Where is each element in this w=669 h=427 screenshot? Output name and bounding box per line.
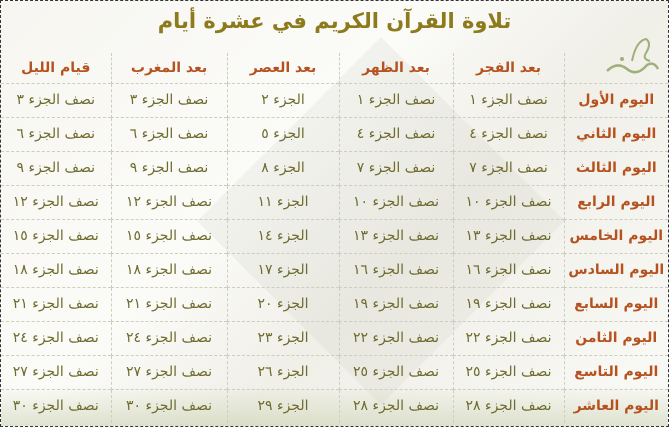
- schedule-cell: الجزء ٨: [226, 150, 340, 186]
- table-row: اليوم الثاني نصف الجزء ٤ نصف الجزء ٤ الجزء …: [1, 116, 668, 152]
- day-label: اليوم السادس: [563, 252, 668, 288]
- schedule-cell: نصف الجزء ٢٢: [338, 320, 454, 356]
- schedule-cell: الجزء ٢٣: [226, 320, 340, 356]
- column-header: قيام الليل: [1, 53, 112, 84]
- schedule-cell: نصف الجزء ٢١: [1, 286, 112, 322]
- schedule-cell: نصف الجزء ٢٤: [1, 320, 112, 356]
- day-label: اليوم الثالث: [563, 150, 668, 186]
- day-label: اليوم الثاني: [563, 116, 668, 152]
- reading-schedule-table: بعد الفجر بعد الظهر بعد العصر بعد المغرب…: [1, 53, 668, 423]
- schedule-cell: نصف الجزء ١٥: [1, 218, 112, 254]
- table-row: اليوم السادس نصف الجزء ١٦ نصف الجزء ١٦ الجز…: [1, 252, 668, 288]
- day-label: اليوم الأول: [563, 82, 668, 118]
- schedule-cell: نصف الجزء ٢٥: [452, 354, 565, 390]
- table-row: اليوم التاسع نصف الجزء ٢٥ نصف الجزء ٢٥ الجز…: [1, 354, 668, 390]
- schedule-cell: نصف الجزء ٢٥: [338, 354, 454, 390]
- schedule-cell: نصف الجزء ١٨: [110, 252, 228, 288]
- schedule-cell: الجزء ٢٦: [226, 354, 340, 390]
- table-row: اليوم الأول نصف الجزء ١ نصف الجزء ١ الجزء ٢…: [1, 82, 668, 118]
- schedule-cell: نصف الجزء ٤: [338, 116, 454, 152]
- schedule-cell: نصف الجزء ٢٧: [110, 354, 228, 390]
- schedule-cell: نصف الجزء ٢٢: [452, 320, 565, 356]
- schedule-cell: نصف الجزء ١٣: [452, 218, 565, 254]
- schedule-cell: نصف الجزء ١٣: [338, 218, 454, 254]
- schedule-cell: نصف الجزء ٢٤: [110, 320, 228, 356]
- table-row: اليوم السابع نصف الجزء ١٩ نصف الجزء ١٩ الجز…: [1, 286, 668, 322]
- schedule-cell: نصف الجزء ١٩: [452, 286, 565, 322]
- schedule-cell: نصف الجزء ٢٨: [338, 388, 454, 423]
- schedule-cell: الجزء ٥: [226, 116, 340, 152]
- page-title: تلاوة القرآن الكريم في عشرة أيام: [157, 9, 512, 33]
- schedule-cell: نصف الجزء ١٨: [1, 252, 112, 288]
- schedule-cell: نصف الجزء ٣٠: [1, 388, 112, 423]
- schedule-cell: نصف الجزء ٦: [110, 116, 228, 152]
- table-row: اليوم الثامن نصف الجزء ٢٢ نصف الجزء ٢٢ الجز…: [1, 320, 668, 356]
- day-label: اليوم التاسع: [563, 354, 668, 390]
- schedule-cell: الجزء ١٧: [226, 252, 340, 288]
- schedule-cell: الجزء ١٤: [226, 218, 340, 254]
- day-label: اليوم العاشر: [563, 388, 668, 423]
- column-header: بعد الفجر: [452, 53, 565, 84]
- schedule-cell: نصف الجزء ١٥: [110, 218, 228, 254]
- schedule-cell: نصف الجزء ٢١: [110, 286, 228, 322]
- schedule-cell: نصف الجزء ١٦: [338, 252, 454, 288]
- table-row: اليوم الثالث نصف الجزء ٧ نصف الجزء ٧ الجزء …: [1, 150, 668, 186]
- schedule-cell: نصف الجزء ٤: [452, 116, 565, 152]
- column-header: بعد المغرب: [110, 53, 228, 84]
- day-label: اليوم السابع: [563, 286, 668, 322]
- header-row: بعد الفجر بعد الظهر بعد العصر بعد المغرب…: [1, 53, 668, 84]
- table-row: اليوم الرابع نصف الجزء ١٠ نصف الجزء ١٠ الجز…: [1, 184, 668, 220]
- schedule-cell: نصف الجزء ١٢: [110, 184, 228, 220]
- schedule-cell: نصف الجزء ٣٠: [110, 388, 228, 423]
- schedule-cell: الجزء ٢٩: [226, 388, 340, 423]
- schedule-cell: الجزء ٢: [226, 82, 340, 118]
- schedule-cell: نصف الجزء ١: [452, 82, 565, 118]
- table-row: اليوم العاشر نصف الجزء ٢٨ نصف الجزء ٢٨ الجز…: [1, 388, 668, 423]
- schedule-cell: نصف الجزء ٣: [110, 82, 228, 118]
- column-header: بعد العصر: [226, 53, 340, 84]
- schedule-cell: نصف الجزء ٢٧: [1, 354, 112, 390]
- table-row: اليوم الخامس نصف الجزء ١٣ نصف الجزء ١٣ الجز…: [1, 218, 668, 254]
- schedule-cell: نصف الجزء ١٩: [338, 286, 454, 322]
- schedule-cell: نصف الجزء ٧: [452, 150, 565, 186]
- schedule-cell: نصف الجزء ١٢: [1, 184, 112, 220]
- schedule-cell: نصف الجزء ٩: [1, 150, 112, 186]
- schedule-cell: نصف الجزء ١٦: [452, 252, 565, 288]
- schedule-cell: نصف الجزء ٧: [338, 150, 454, 186]
- corner-cell: [564, 53, 668, 84]
- schedule-cell: نصف الجزء ٢٨: [452, 388, 565, 423]
- schedule-cell: نصف الجزء ١٠: [452, 184, 565, 220]
- schedule-cell: الجزء ١١: [226, 184, 340, 220]
- schedule-cell: نصف الجزء ٦: [1, 116, 112, 152]
- schedule-cell: نصف الجزء ١: [338, 82, 454, 118]
- day-label: اليوم الثامن: [563, 320, 668, 356]
- day-label: اليوم الرابع: [563, 184, 668, 220]
- day-label: اليوم الخامس: [563, 218, 668, 254]
- schedule-cell: الجزء ٢٠: [226, 286, 340, 322]
- schedule-cell: نصف الجزء ٣: [1, 82, 112, 118]
- column-header: بعد الظهر: [338, 53, 454, 84]
- schedule-cell: نصف الجزء ٩: [110, 150, 228, 186]
- schedule-cell: نصف الجزء ١٠: [338, 184, 454, 220]
